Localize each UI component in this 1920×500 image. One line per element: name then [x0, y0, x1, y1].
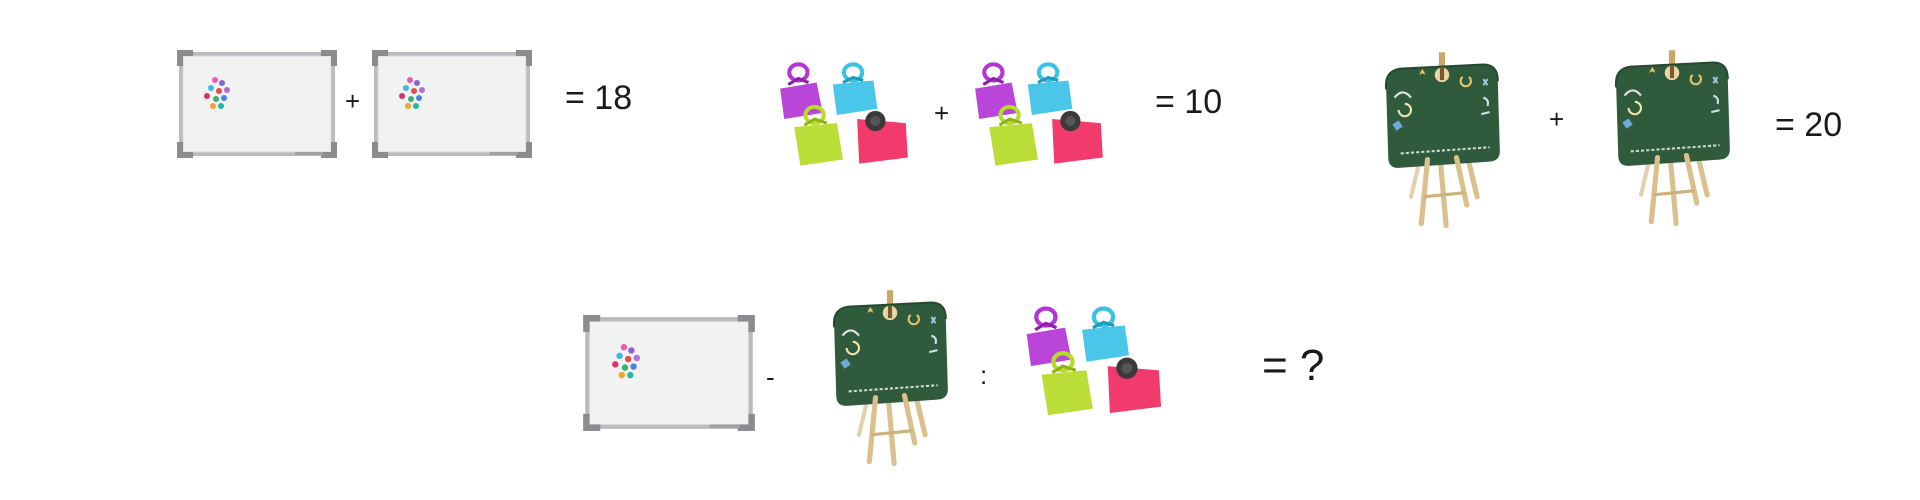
plus-operator-1: +	[345, 86, 361, 116]
whiteboard-1	[175, 50, 339, 158]
chalkboard-easel-3	[828, 290, 952, 466]
chalkboard-easel-2	[1610, 50, 1734, 226]
result-1: = 18	[565, 79, 633, 117]
plus-operator-3: +	[1549, 104, 1565, 134]
binder-clips-3	[1016, 306, 1176, 424]
binder-clips-2	[965, 62, 1117, 174]
chalkboard-easel-1	[1380, 52, 1504, 228]
question-result: = ?	[1262, 341, 1325, 390]
result-3: = 20	[1775, 106, 1843, 144]
whiteboard-3	[583, 315, 755, 431]
plus-operator-2: +	[934, 98, 950, 128]
binder-clips-1	[770, 62, 922, 174]
whiteboard-2	[370, 50, 534, 158]
divide-operator: :	[980, 360, 988, 390]
result-2: = 10	[1155, 83, 1223, 121]
minus-operator: -	[766, 362, 775, 392]
